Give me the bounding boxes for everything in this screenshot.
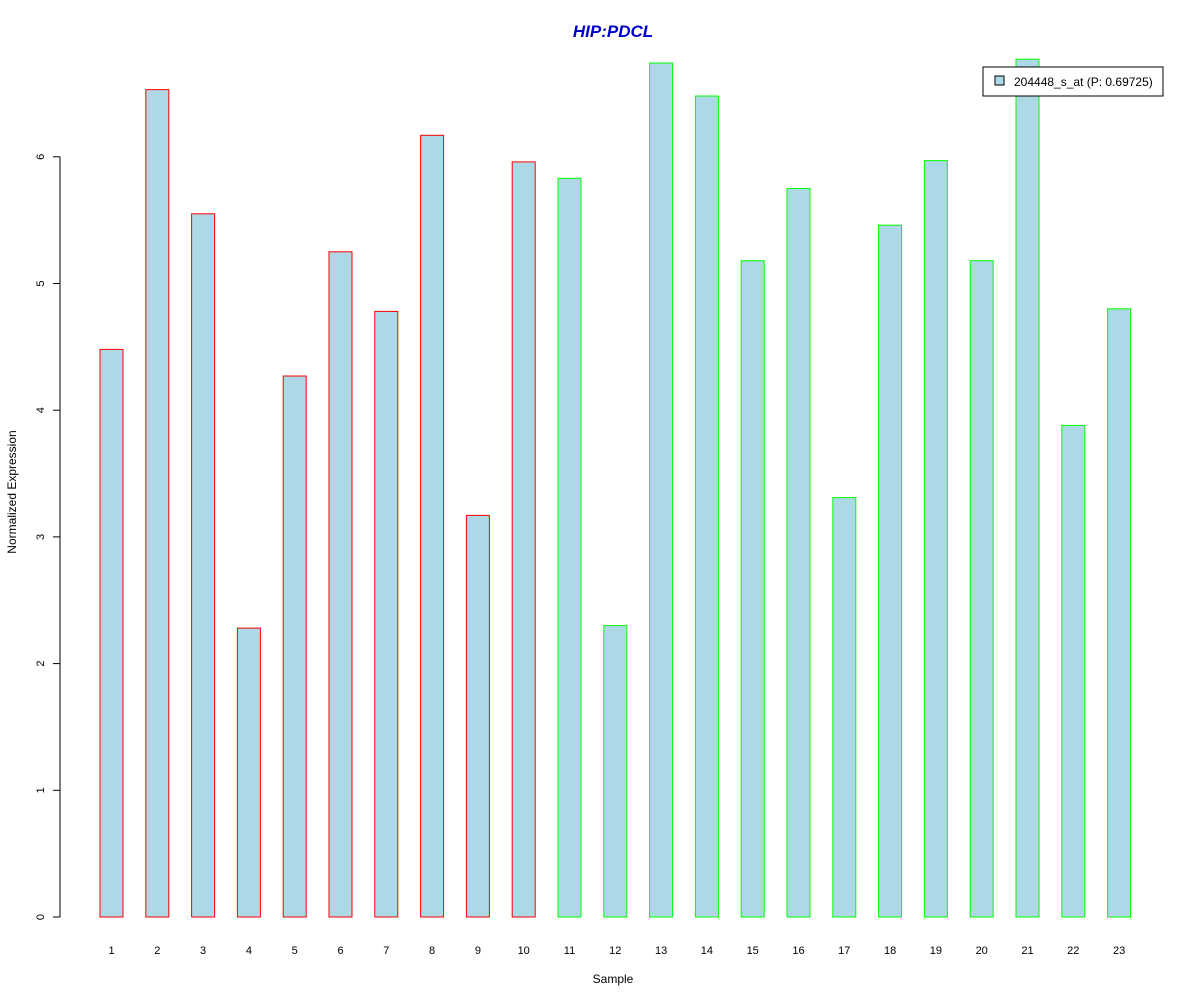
bars-group [99,58,1132,918]
y-tick-label: 1 [35,787,47,793]
y-tick-label: 0 [35,914,47,920]
y-tick-label: 2 [35,661,47,667]
bar-sample-16 [786,188,811,918]
x-tick-label: 8 [429,945,435,957]
x-tick-label: 15 [747,945,759,957]
x-tick-label: 14 [701,945,713,957]
y-tick-label: 6 [35,154,47,160]
x-tick-label: 7 [383,945,389,957]
x-tick-label: 6 [337,945,343,957]
bar-sample-20 [969,260,994,918]
x-tick-label: 17 [838,945,850,957]
bar-sample-1 [99,348,124,918]
x-tick-label: 21 [1021,945,1033,957]
x-tick-label: 5 [292,945,298,957]
bar-sample-2 [145,89,170,918]
legend-label: 204448_s_at (P: 0.69725) [1014,75,1153,89]
y-axis-label: Normalized Expression [5,430,19,553]
bar-sample-4 [236,627,261,918]
x-tick-label: 10 [518,945,530,957]
x-tick-label: 2 [154,945,160,957]
x-tick-label: 20 [976,945,988,957]
bar-sample-22 [1061,424,1086,918]
x-tick-label: 1 [108,945,114,957]
legend-swatch [994,75,1005,86]
x-tick-label: 23 [1113,945,1125,957]
bar-sample-5 [282,375,307,918]
x-tick-label: 22 [1067,945,1079,957]
x-tick-label: 3 [200,945,206,957]
y-axis: 0 1 2 3 4 5 6 [35,154,61,920]
bar-sample-18 [878,224,903,918]
x-tick-label: 16 [792,945,804,957]
bar-sample-12 [603,625,628,918]
bar-sample-13 [649,62,674,918]
bar-sample-14 [694,95,719,918]
legend: 204448_s_at (P: 0.69725) [982,66,1164,97]
x-tick-labels: 1 2 3 4 5 6 7 8 9 10 11 12 13 14 15 16 17 18 19 20 21 22 23 [108,945,1125,957]
bar-sample-15 [740,260,765,918]
x-tick-label: 9 [475,945,481,957]
y-tick-label: 5 [35,280,47,286]
bar-sample-10 [511,161,536,918]
x-axis-label: Sample [593,972,634,986]
bar-sample-21 [1015,58,1040,918]
bar-sample-23 [1107,308,1132,918]
x-tick-label: 11 [564,945,575,957]
bar-sample-19 [923,160,948,918]
chart-title: HIP:PDCL [573,22,653,41]
x-tick-label: 13 [655,945,667,957]
x-tick-label: 19 [930,945,942,957]
bar-sample-6 [328,251,353,918]
x-tick-label: 18 [884,945,896,957]
y-tick-label: 3 [35,534,47,540]
bar-sample-17 [832,497,857,918]
bar-sample-9 [465,514,490,918]
bar-sample-3 [191,213,216,918]
legend-box [982,66,1164,97]
bar-sample-7 [374,310,399,918]
x-tick-label: 12 [609,945,621,957]
y-tick-label: 4 [35,407,47,413]
bar-sample-11 [557,177,582,918]
bar-sample-8 [420,134,445,918]
x-tick-label: 4 [246,945,252,957]
